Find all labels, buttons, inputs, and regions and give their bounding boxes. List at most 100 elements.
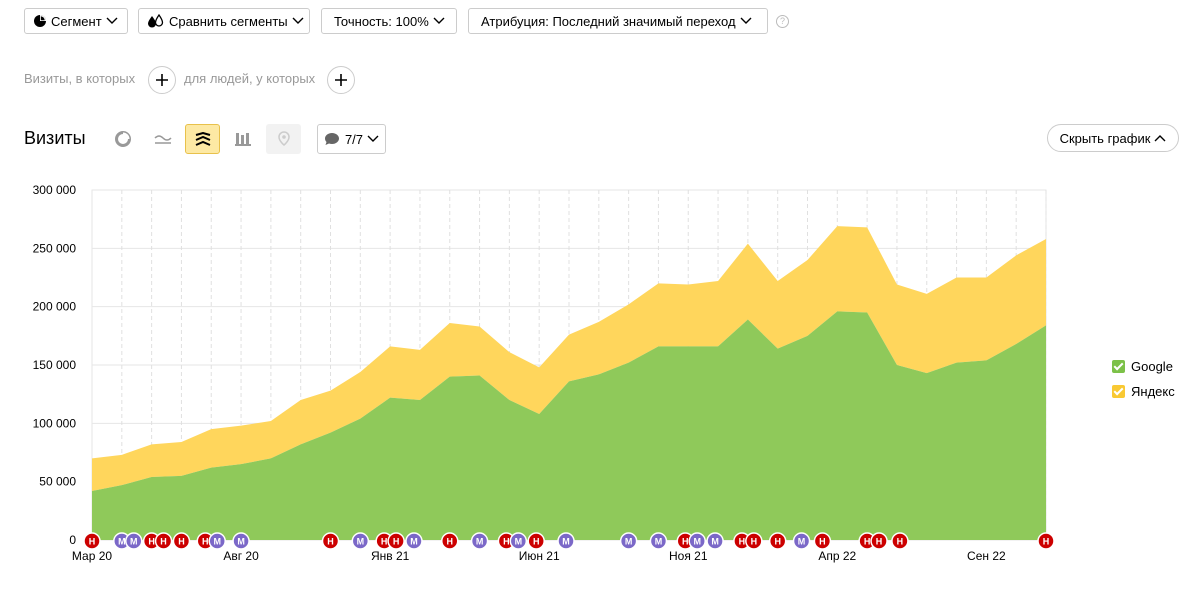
note-marker xyxy=(441,532,459,550)
note-marker xyxy=(706,532,724,550)
note-marker xyxy=(208,532,226,550)
note-marker-label: Н xyxy=(876,537,883,547)
note-marker xyxy=(557,532,575,550)
note-marker-label: Н xyxy=(533,537,540,547)
chevron-down-icon xyxy=(433,17,445,25)
legend-yandex-label: Яндекс xyxy=(1131,384,1175,399)
note-marker xyxy=(891,532,909,550)
note-marker-label: М xyxy=(213,537,221,547)
note-marker-label: Н xyxy=(864,537,871,547)
note-marker-label: М xyxy=(476,537,484,547)
note-marker-label: Н xyxy=(202,537,209,547)
y-tick-label: 150 000 xyxy=(33,358,77,372)
note-marker-label: Н xyxy=(739,537,746,547)
note-marker-label: М xyxy=(130,537,138,547)
note-marker-label: М xyxy=(693,537,701,547)
note-marker xyxy=(232,532,250,550)
y-tick-label: 250 000 xyxy=(33,241,77,255)
note-marker-label: М xyxy=(515,537,523,547)
plus-icon xyxy=(335,74,347,86)
note-marker xyxy=(321,532,340,550)
y-tick-label: 50 000 xyxy=(39,475,76,489)
bar-chart-type-button[interactable] xyxy=(225,124,260,154)
notes-button[interactable]: 7/7 xyxy=(317,124,386,154)
chevron-down-icon xyxy=(367,135,379,142)
note-marker-label: М xyxy=(237,537,245,547)
plus-icon xyxy=(156,74,168,86)
compare-segments-button[interactable]: Сравнить сегменты xyxy=(138,8,310,34)
note-marker-label: Н xyxy=(897,537,904,547)
note-marker xyxy=(124,532,143,550)
note-marker xyxy=(813,532,832,550)
hide-chart-button[interactable]: Скрыть график xyxy=(1047,124,1179,152)
accuracy-label: Точность: 100% xyxy=(334,13,429,29)
compare-segments-label: Сравнить сегменты xyxy=(169,13,288,29)
note-marker-label: М xyxy=(357,537,365,547)
line-chart-type-button[interactable] xyxy=(145,124,180,154)
note-marker-label: М xyxy=(118,537,126,547)
y-tick-label: 200 000 xyxy=(33,300,77,314)
area-chart-type-button[interactable] xyxy=(185,124,220,154)
pie-icon xyxy=(33,14,47,28)
note-marker xyxy=(792,532,811,550)
note-marker xyxy=(745,532,763,550)
series-google-area xyxy=(92,311,1046,540)
note-marker-label: Н xyxy=(503,537,510,547)
people-filter-label: для людей, у которых xyxy=(184,71,316,86)
notes-count: 7/7 xyxy=(344,131,364,147)
note-marker-label: Н xyxy=(819,537,826,547)
help-icon[interactable]: ? xyxy=(776,15,789,28)
segment-button[interactable]: Сегмент xyxy=(24,8,128,34)
bar-chart-icon xyxy=(234,133,251,146)
note-marker-label: М xyxy=(655,537,663,547)
line-chart-icon xyxy=(153,135,172,144)
note-marker xyxy=(688,532,706,550)
note-marker-label: Н xyxy=(148,537,155,547)
yandex-checkbox[interactable] xyxy=(1112,385,1125,398)
note-marker xyxy=(405,532,423,550)
accuracy-button[interactable]: Точность: 100% xyxy=(321,8,457,34)
attribution-label: Атрибуция: Последний значимый переход xyxy=(481,13,736,29)
map-chart-type-button xyxy=(266,124,301,154)
note-marker xyxy=(768,532,787,550)
map-pin-icon xyxy=(277,131,290,146)
segment-label: Сегмент xyxy=(51,13,102,29)
note-marker-label: Н xyxy=(381,537,388,547)
note-marker-label: М xyxy=(711,537,719,547)
y-tick-label: 0 xyxy=(69,533,76,547)
chevron-down-icon xyxy=(106,17,118,25)
note-marker-label: Н xyxy=(89,537,96,547)
note-marker-label: М xyxy=(625,537,633,547)
note-marker-label: Н xyxy=(751,537,758,547)
legend-google[interactable]: Google xyxy=(1112,359,1173,374)
note-marker xyxy=(527,532,545,550)
add-visit-condition-button[interactable] xyxy=(148,66,176,94)
x-tick-label: Апр 22 xyxy=(818,549,856,563)
y-tick-label: 100 000 xyxy=(33,416,77,430)
note-marker xyxy=(870,532,888,550)
attribution-button[interactable]: Атрибуция: Последний значимый переход xyxy=(468,8,768,34)
visits-area-chart: 0 50 000 100 000 150 000 200 000 250 000 300 0… xyxy=(33,183,1055,563)
legend-yandex[interactable]: Яндекс xyxy=(1112,384,1175,399)
add-people-condition-button[interactable] xyxy=(327,66,355,94)
note-marker-label: Н xyxy=(160,537,167,547)
hide-chart-label: Скрыть график xyxy=(1059,130,1151,146)
note-marker-label: М xyxy=(562,537,570,547)
pie-chart-type-button[interactable] xyxy=(105,124,140,154)
note-marker xyxy=(1037,532,1055,550)
note-marker xyxy=(470,532,489,550)
visits-filter-label: Визиты, в которых xyxy=(24,71,136,86)
note-marker-label: Н xyxy=(774,537,781,547)
x-tick-label: Авг 20 xyxy=(223,549,259,563)
note-marker-label: Н xyxy=(327,537,334,547)
note-marker-label: Н xyxy=(393,537,400,547)
note-marker xyxy=(619,532,638,550)
note-marker-label: Н xyxy=(447,537,454,547)
note-marker xyxy=(154,532,173,550)
chevron-down-icon xyxy=(740,17,752,25)
note-marker-label: М xyxy=(798,537,806,547)
series-yandex-area xyxy=(92,226,1046,491)
chart-title: Визиты xyxy=(24,128,86,148)
note-marker xyxy=(351,532,370,550)
google-checkbox[interactable] xyxy=(1112,360,1125,373)
